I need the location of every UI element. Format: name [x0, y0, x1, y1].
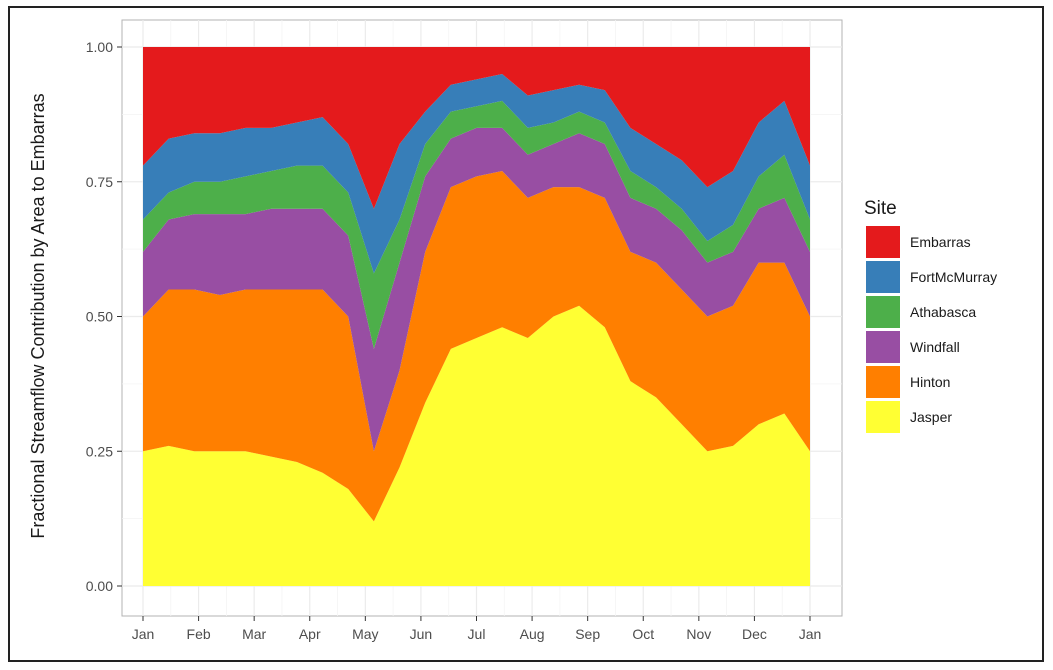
- legend-swatch-jasper: [866, 401, 900, 433]
- area-athabasca: [143, 100, 810, 349]
- legend-swatch-windfall: [866, 331, 900, 363]
- legend-swatch-hinton: [866, 366, 900, 398]
- area-layers: [143, 47, 810, 586]
- legend: Site Embarras FortMcMurray Athabasca Windfa…: [864, 198, 997, 433]
- legend-label-athabasca: Athabasca: [910, 304, 976, 320]
- area-hinton: [143, 170, 810, 522]
- legend-swatch-embarras: [866, 226, 900, 258]
- x-tick-label: Jan: [132, 626, 155, 642]
- y-axis: 0.00 0.25 0.50 0.75 1.00: [86, 39, 122, 594]
- x-tick-label: May: [352, 626, 378, 642]
- x-tick-label: Sep: [575, 626, 600, 642]
- y-tick-label: 0.75: [86, 174, 113, 190]
- x-tick-label: Dec: [742, 626, 767, 642]
- y-axis-title: Fractional Streamflow Contribution by Ar…: [28, 93, 48, 538]
- x-tick-label: Feb: [187, 626, 211, 642]
- legend-label-fortmcmurray: FortMcMurray: [910, 269, 997, 285]
- y-tick-label: 0.50: [86, 309, 113, 325]
- x-tick-label: Oct: [632, 626, 654, 642]
- legend-swatch-fortmcmurray: [866, 261, 900, 293]
- legend-label-windfall: Windfall: [910, 339, 960, 355]
- legend-swatch-athabasca: [866, 296, 900, 328]
- legend-label-hinton: Hinton: [910, 374, 950, 390]
- area-jasper: [143, 305, 810, 586]
- x-tick-label: Apr: [299, 626, 321, 642]
- x-tick-label: Jun: [410, 626, 433, 642]
- legend-title: Site: [864, 198, 897, 219]
- x-tick-label: Jul: [468, 626, 486, 642]
- area-fortmcmurray: [143, 73, 810, 274]
- y-tick-label: 0.25: [86, 443, 113, 459]
- figure-frame: Jan Feb Mar Apr May Jun Jul Aug Sep Oct Nov Dec Jan …: [8, 6, 1044, 662]
- x-tick-label: Nov: [686, 626, 711, 642]
- legend-label-jasper: Jasper: [910, 409, 952, 425]
- x-axis: Jan Feb Mar Apr May Jun Jul Aug Sep Oct Nov Dec Jan: [132, 616, 822, 642]
- stacked-area-chart: Jan Feb Mar Apr May Jun Jul Aug Sep Oct Nov Dec Jan …: [28, 19, 997, 642]
- x-tick-label: Jan: [799, 626, 822, 642]
- area-embarras: [143, 47, 810, 209]
- x-tick-label: Aug: [520, 626, 545, 642]
- y-tick-label: 1.00: [86, 39, 113, 55]
- legend-label-embarras: Embarras: [910, 234, 971, 250]
- x-tick-label: Mar: [242, 626, 266, 642]
- y-tick-label: 0.00: [86, 578, 113, 594]
